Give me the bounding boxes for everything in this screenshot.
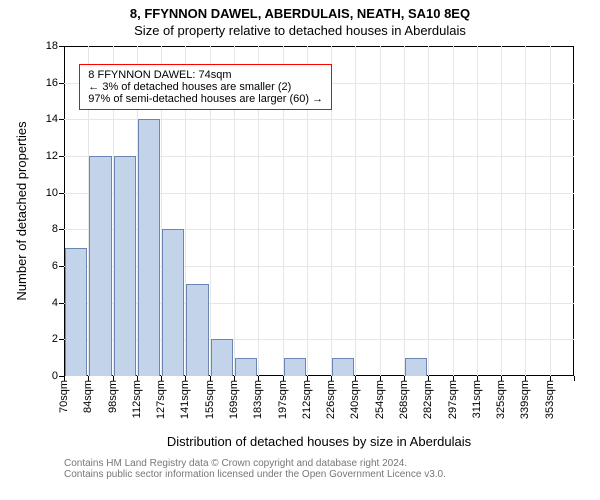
gridline-v [525, 46, 526, 376]
x-tick-label: 325sqm [495, 380, 507, 419]
tick-mark-x [574, 376, 575, 381]
gridline-v [477, 46, 478, 376]
y-axis-label-text: Number of detached properties [14, 121, 29, 300]
histogram-bar [89, 156, 111, 376]
y-tick-label: 8 [52, 223, 64, 235]
gridline-v [355, 46, 356, 376]
x-tick-label: 212sqm [301, 380, 313, 419]
x-tick-label: 84sqm [82, 380, 94, 413]
y-axis-label: Number of detached properties [14, 46, 29, 376]
histogram-bar [186, 284, 208, 376]
footer-line-1: Contains HM Land Registry data © Crown c… [64, 458, 446, 469]
annotation-line: ← 3% of detached houses are smaller (2) [88, 81, 323, 93]
gridline-v [550, 46, 551, 376]
title-main-text: 8, FFYNNON DAWEL, ABERDULAIS, NEATH, SA1… [130, 6, 470, 21]
x-tick-label: 127sqm [155, 380, 167, 419]
x-tick-label: 226sqm [325, 380, 337, 419]
x-tick-label: 268sqm [398, 380, 410, 419]
footer-line-2: Contains public sector information licen… [64, 469, 446, 480]
x-tick-label: 311sqm [471, 380, 483, 418]
x-tick-label: 297sqm [447, 380, 459, 419]
footer-attribution: Contains HM Land Registry data © Crown c… [64, 458, 446, 480]
histogram-bar [162, 229, 184, 376]
gridline-v [404, 46, 405, 376]
x-tick-label: 141sqm [179, 380, 191, 419]
y-tick-label: 6 [52, 260, 64, 272]
gridline-v [428, 46, 429, 376]
histogram-bar [332, 358, 354, 376]
x-tick-label: 197sqm [277, 380, 289, 419]
y-tick-label: 16 [46, 77, 64, 89]
x-tick-label: 155sqm [204, 380, 216, 419]
x-axis-label: Distribution of detached houses by size … [64, 434, 574, 449]
histogram-bar [138, 119, 160, 376]
histogram-bar [114, 156, 136, 376]
gridline-v [501, 46, 502, 376]
annotation-line: 97% of semi-detached houses are larger (… [88, 93, 323, 105]
gridline-v [380, 46, 381, 376]
y-tick-label: 4 [52, 297, 64, 309]
plot-area: 02468101214161870sqm84sqm98sqm112sqm127s… [64, 46, 574, 376]
x-tick-label: 183sqm [252, 380, 264, 419]
y-tick-label: 12 [46, 150, 64, 162]
x-tick-label: 98sqm [107, 380, 119, 413]
x-tick-label: 169sqm [228, 380, 240, 419]
x-tick-label: 70sqm [58, 380, 70, 413]
histogram-chart: 8, FFYNNON DAWEL, ABERDULAIS, NEATH, SA1… [0, 0, 600, 500]
x-tick-label: 240sqm [349, 380, 361, 419]
histogram-bar [235, 358, 257, 376]
histogram-bar [405, 358, 427, 376]
y-tick-label: 14 [46, 113, 64, 125]
x-tick-label: 339sqm [519, 380, 531, 419]
chart-title-sub: Size of property relative to detached ho… [0, 21, 600, 38]
x-axis-label-text: Distribution of detached houses by size … [167, 434, 471, 449]
gridline-v [453, 46, 454, 376]
histogram-bar [211, 339, 233, 376]
x-tick-label: 282sqm [422, 380, 434, 419]
annotation-line: 8 FFYNNON DAWEL: 74sqm [88, 69, 323, 81]
chart-title-main: 8, FFYNNON DAWEL, ABERDULAIS, NEATH, SA1… [0, 0, 600, 21]
histogram-bar [284, 358, 306, 376]
x-tick-label: 254sqm [374, 380, 386, 419]
x-tick-label: 112sqm [131, 380, 143, 418]
x-tick-label: 353sqm [544, 380, 556, 419]
y-tick-label: 2 [52, 333, 64, 345]
histogram-bar [65, 248, 87, 376]
y-tick-label: 10 [46, 187, 64, 199]
annotation-box: 8 FFYNNON DAWEL: 74sqm← 3% of detached h… [79, 64, 332, 110]
y-tick-label: 18 [46, 40, 64, 52]
title-sub-text: Size of property relative to detached ho… [134, 23, 466, 38]
